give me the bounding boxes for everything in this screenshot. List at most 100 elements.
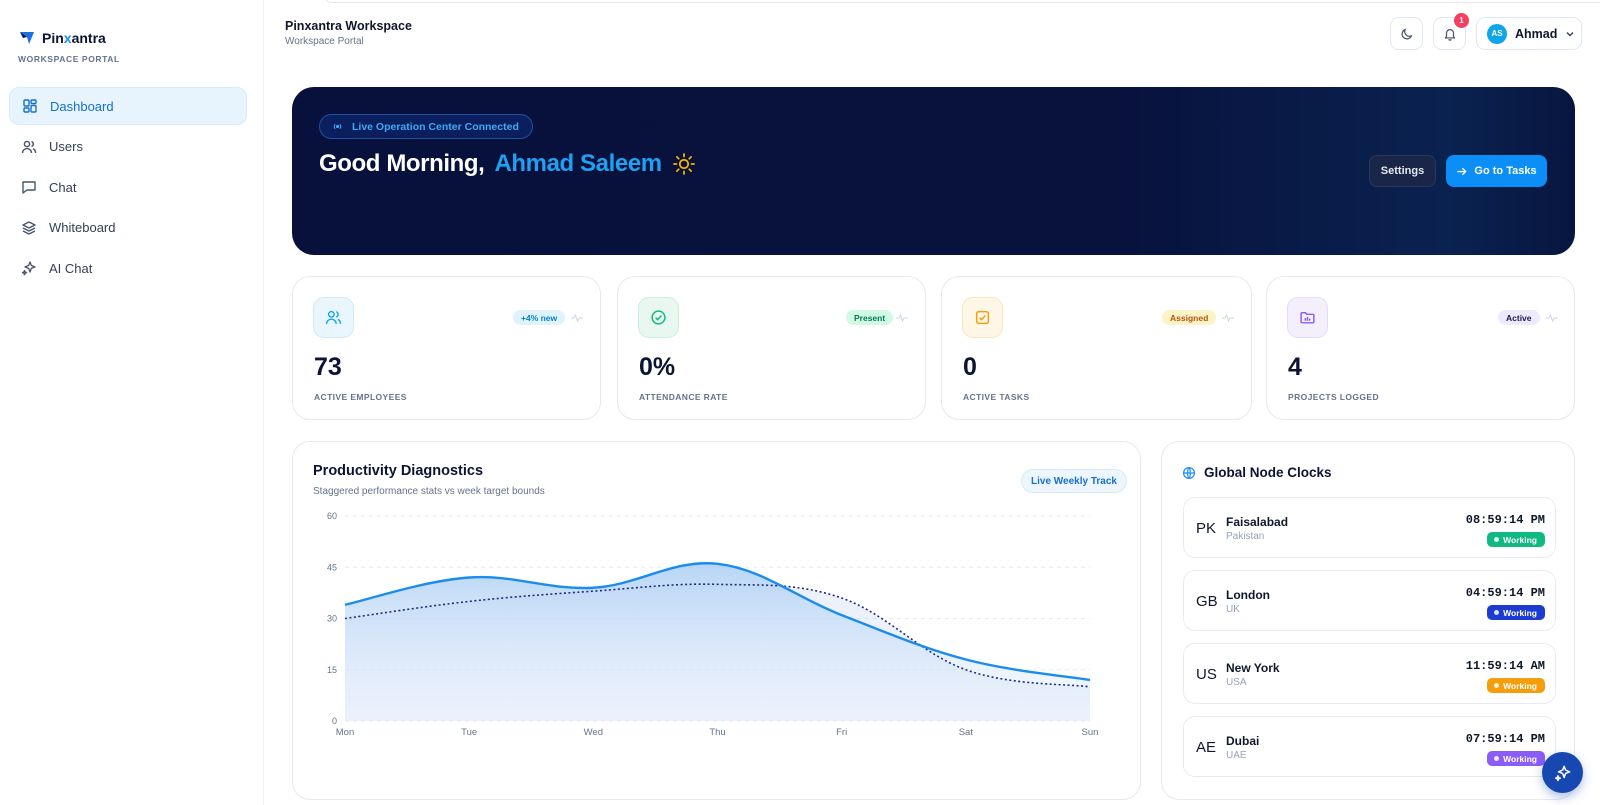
activity-icon: [1222, 313, 1234, 323]
stat-value: 0%: [639, 353, 676, 381]
arrow-right-icon: [1457, 167, 1468, 175]
sidebar-item-label: Users: [49, 139, 83, 154]
sidebar-item-label: Whiteboard: [49, 220, 116, 235]
activity-icon: [1546, 313, 1558, 323]
country-name: UK: [1226, 604, 1240, 615]
x-tick-label: Tue: [461, 727, 477, 738]
user-menu-button[interactable]: AS Ahmad: [1476, 17, 1582, 50]
sidebar-item-dashboard[interactable]: Dashboard: [9, 87, 247, 125]
y-tick-label: 60: [327, 511, 337, 521]
stat-icon-box: [313, 297, 354, 338]
country-name: UAE: [1226, 750, 1247, 761]
country-code: PK: [1196, 520, 1217, 537]
ai-assistant-fab[interactable]: [1542, 752, 1583, 793]
clocks-heading: Global Node Clocks: [1182, 465, 1332, 480]
activity-icon: [896, 313, 908, 323]
stat-label: ATTENDANCE RATE: [639, 392, 728, 402]
status-badge: Working: [1487, 678, 1545, 693]
series-actual-line: [344, 562, 1091, 682]
clock-row-gb[interactable]: GB London UK 04:59:14 PM Working: [1183, 570, 1556, 631]
status-badge: Working: [1487, 605, 1545, 620]
workspace-title: Pinxantra Workspace: [285, 19, 412, 33]
country-code: AE: [1196, 739, 1217, 756]
global-clocks-card: Global Node Clocks PK Faisalabad Pakista…: [1161, 441, 1575, 800]
moon-icon: [1401, 27, 1413, 39]
clock-time: 07:59:14 PM: [1465, 732, 1545, 746]
stat-icon-box: [962, 297, 1003, 338]
sidebar-item-label: AI Chat: [49, 260, 93, 276]
notification-count-badge: 1: [1454, 13, 1469, 28]
top-header: Pinxantra Workspace Workspace Portal 1 A…: [264, 0, 1600, 64]
country-code: GB: [1196, 593, 1218, 610]
clock-time: 04:59:14 PM: [1465, 586, 1545, 600]
productivity-chart-card: Productivity Diagnostics Staggered perfo…: [292, 441, 1141, 800]
go-to-tasks-button[interactable]: Go to Tasks: [1446, 155, 1547, 187]
go-to-tasks-label: Go to Tasks: [1474, 165, 1537, 177]
workspace-subtitle: Workspace Portal: [285, 36, 364, 47]
series-target-line: [344, 583, 1091, 688]
welcome-banner: Live Operation Center Connected Good Mor…: [292, 87, 1575, 255]
chart-subtitle: Staggered performance stats vs week targ…: [313, 486, 545, 497]
sidebar-item-label: Chat: [49, 179, 77, 195]
sidebar-item-users[interactable]: Users: [9, 128, 247, 166]
clock-time: 08:59:14 PM: [1465, 513, 1545, 527]
checkbox-icon: [975, 310, 990, 325]
stat-label: ACTIVE EMPLOYEES: [314, 392, 407, 402]
globe-icon: [1182, 466, 1196, 479]
broadcast-icon: [333, 123, 342, 130]
country-name: Pakistan: [1226, 531, 1265, 542]
browser-edge: [324, 0, 1600, 3]
check-circle-icon: [651, 310, 666, 325]
brand[interactable]: Pinxantra: [20, 30, 106, 46]
city-name: London: [1226, 588, 1270, 602]
stat-tag: +4% new: [513, 310, 566, 325]
clock-row-ae[interactable]: AE Dubai UAE 07:59:14 PM Working: [1183, 716, 1556, 777]
sidebar-nav: Dashboard Users Chat Whiteboard AI Chat: [9, 87, 247, 290]
clocks-title: Global Node Clocks: [1204, 465, 1332, 480]
avatar: AS: [1487, 23, 1507, 44]
folder-chart-icon: [1300, 311, 1315, 324]
stat-card-attendance[interactable]: Present 0% ATTENDANCE RATE: [617, 276, 926, 420]
country-name: USA: [1226, 677, 1247, 688]
live-weekly-track-button[interactable]: Live Weekly Track: [1021, 469, 1127, 493]
city-name: Dubai: [1226, 734, 1260, 748]
greeting-heading: Good Morning, Ahmad Saleem: [319, 150, 696, 178]
stat-value: 4: [1288, 353, 1302, 381]
y-tick-label: 0: [332, 716, 337, 726]
users-icon: [21, 140, 37, 153]
live-status-text: Live Operation Center Connected: [352, 120, 519, 133]
stat-tag: Present: [846, 310, 894, 325]
x-tick-label: Thu: [709, 727, 725, 738]
stat-value: 0: [963, 353, 977, 381]
layers-icon: [22, 220, 36, 235]
x-tick-label: Mon: [336, 727, 354, 738]
sidebar-item-ai-chat[interactable]: AI Chat: [9, 249, 247, 287]
series-actual-area: [345, 563, 1090, 721]
x-tick-label: Sat: [959, 727, 974, 738]
stat-card-employees[interactable]: +4% new 73 ACTIVE EMPLOYEES: [292, 276, 601, 420]
sidebar-item-chat[interactable]: Chat: [9, 168, 247, 206]
y-tick-label: 15: [327, 665, 337, 675]
y-tick-label: 30: [327, 614, 337, 624]
clock-row-pk[interactable]: PK Faisalabad Pakistan 08:59:14 PM Worki…: [1183, 497, 1556, 558]
stat-card-projects[interactable]: Active 4 PROJECTS LOGGED: [1266, 276, 1575, 420]
notifications-button[interactable]: 1: [1433, 13, 1469, 50]
stat-icon-box: [1287, 297, 1328, 338]
sparkles-icon: [21, 261, 36, 276]
city-name: Faisalabad: [1226, 515, 1289, 529]
stat-value: 73: [314, 353, 342, 381]
stat-label: ACTIVE TASKS: [963, 392, 1030, 402]
sidebar-item-whiteboard[interactable]: Whiteboard: [9, 209, 247, 247]
settings-button[interactable]: Settings: [1369, 155, 1436, 187]
x-tick-label: Fri: [836, 727, 847, 738]
y-tick-label: 45: [327, 562, 337, 572]
chevron-down-icon: [1566, 31, 1574, 36]
dashboard-grid-icon: [23, 99, 37, 113]
sun-icon: [672, 153, 695, 175]
sidebar-item-label: Dashboard: [50, 98, 114, 114]
clock-row-us[interactable]: US New York USA 11:59:14 AM Working: [1183, 643, 1556, 704]
theme-toggle-button[interactable]: [1390, 17, 1423, 50]
clock-time: 11:59:14 AM: [1465, 659, 1545, 673]
country-code: US: [1196, 666, 1217, 683]
stat-card-tasks[interactable]: Assigned 0 ACTIVE TASKS: [941, 276, 1252, 420]
